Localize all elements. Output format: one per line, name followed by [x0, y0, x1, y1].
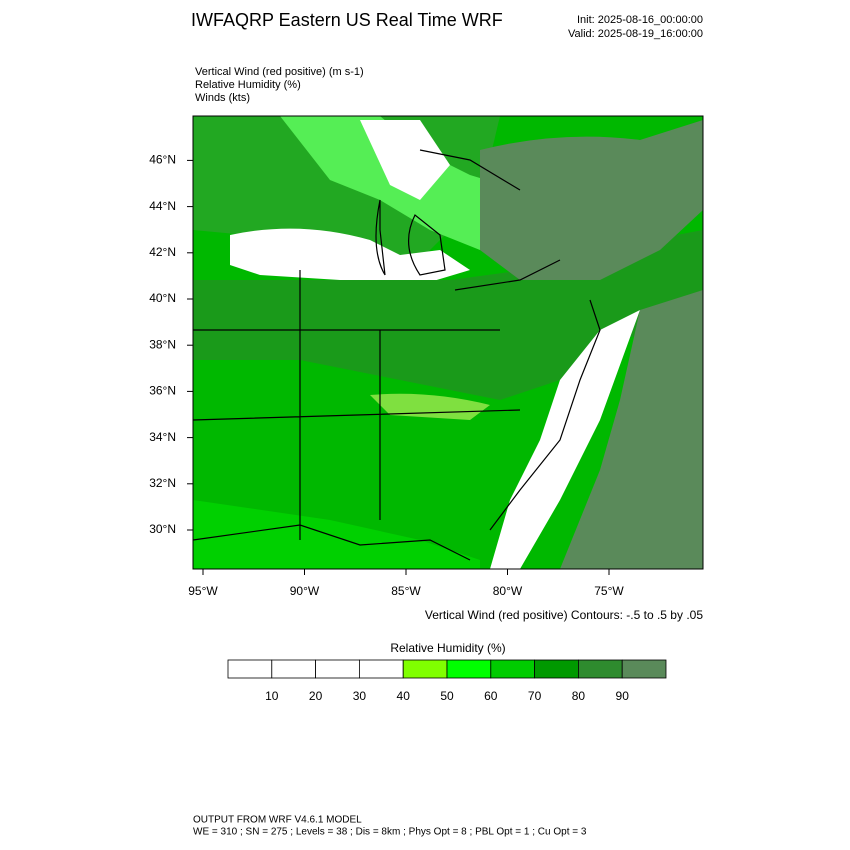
- map: [192, 115, 704, 570]
- field-label: Relative Humidity (%): [195, 79, 301, 91]
- colorbar-label: 50: [440, 689, 454, 703]
- colorbar-label: 10: [265, 689, 279, 703]
- colorbar-title: Relative Humidity (%): [390, 641, 505, 655]
- colorbar-label: 90: [616, 689, 630, 703]
- lon-tick-label: 80°W: [493, 584, 523, 598]
- colorbar-label: 20: [309, 689, 323, 703]
- valid-time: Valid: 2025-08-19_16:00:00: [568, 28, 703, 40]
- lon-tick-label: 90°W: [290, 584, 320, 598]
- colorbar-box: [402, 659, 448, 679]
- colorbar-box: [490, 659, 535, 679]
- field-label: Vertical Wind (red positive) (m s-1): [195, 66, 364, 78]
- init-time: Init: 2025-08-16_00:00:00: [577, 14, 703, 26]
- colorbar-label: 60: [484, 689, 498, 703]
- lat-tick-label: 36°N: [149, 384, 176, 398]
- colorbar-box: [227, 659, 273, 679]
- title: IWFAQRP Eastern US Real Time WRF: [191, 10, 503, 30]
- contour-note: Vertical Wind (red positive) Contours: -…: [425, 608, 703, 622]
- colorbar-box: [534, 659, 579, 679]
- lat-tick-label: 38°N: [149, 337, 176, 351]
- colorbar-box: [621, 659, 667, 679]
- lon-tick-label: 75°W: [594, 584, 624, 598]
- colorbar-label: 70: [528, 689, 542, 703]
- lat-tick-label: 42°N: [149, 245, 176, 259]
- lat-tick-label: 46°N: [149, 153, 176, 167]
- lon-tick-label: 85°W: [391, 584, 421, 598]
- lat-tick-label: 34°N: [149, 430, 176, 444]
- colorbar-box: [315, 659, 360, 679]
- lat-tick-label: 40°N: [149, 291, 176, 305]
- lon-tick-label: 95°W: [188, 584, 218, 598]
- colorbar-box: [578, 659, 623, 679]
- lat-tick-label: 32°N: [149, 476, 176, 490]
- colorbar-label: 80: [572, 689, 586, 703]
- lat-tick-label: 30°N: [149, 522, 176, 536]
- colorbar-label: 30: [353, 689, 367, 703]
- footer-line: OUTPUT FROM WRF V4.6.1 MODEL: [193, 815, 362, 826]
- colorbar-box: [446, 659, 492, 679]
- colorbar-label: 40: [397, 689, 411, 703]
- footer-line: WE = 310 ; SN = 275 ; Levels = 38 ; Dis …: [193, 827, 587, 838]
- lat-tick-label: 44°N: [149, 199, 176, 213]
- field-label: Winds (kts): [195, 92, 250, 104]
- colorbar-box: [271, 659, 316, 679]
- colorbar-box: [358, 659, 404, 679]
